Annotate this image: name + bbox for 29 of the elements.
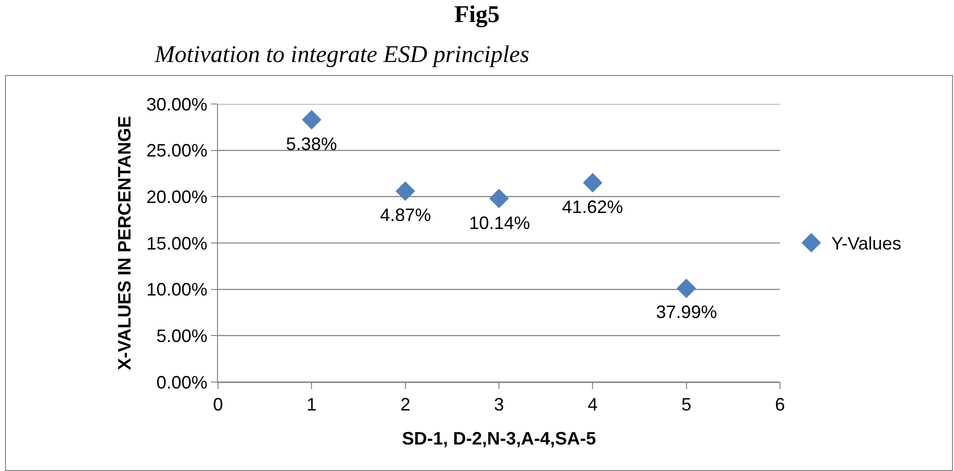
- y-tick-label: 10.00%: [146, 280, 208, 300]
- y-tick-label: 30.00%: [146, 94, 208, 114]
- y-axis-title: X-VALUES IN PERCENTANGE: [114, 116, 135, 370]
- y-tick-label: 20.00%: [146, 186, 208, 207]
- y-tick-label: 0.00%: [156, 372, 208, 392]
- point: [676, 278, 696, 298]
- y-tick-label: 25.00%: [146, 140, 208, 161]
- x-tick-label: 3: [494, 394, 504, 415]
- x-tick-label: 5: [681, 394, 692, 415]
- x-tick-label: 0: [212, 394, 224, 415]
- legend-label: Y-Values: [831, 234, 902, 254]
- point: [582, 173, 602, 193]
- y-tick-label: 15.00%: [146, 233, 208, 254]
- annotation: 10.14%: [469, 213, 530, 233]
- chart-subtitle: Motivation to integrate ESD principles: [154, 42, 530, 69]
- point: [489, 188, 509, 208]
- x-tick-label: 6: [774, 394, 786, 415]
- annotation: 4.87%: [380, 205, 432, 225]
- y-tick-label: 5.00%: [156, 326, 208, 346]
- chart-title: Fig5: [453, 2, 501, 29]
- x-tick-label: 1: [306, 394, 317, 415]
- annotation: 41.62%: [562, 197, 624, 217]
- point: [396, 181, 416, 201]
- point: [302, 110, 322, 130]
- x-tick-label: 4: [588, 394, 598, 415]
- annotation: 5.38%: [286, 134, 338, 154]
- x-tick-label: 2: [400, 394, 410, 415]
- x-axis-title: SD-1, D-2,N-3,A-4,SA-5: [402, 428, 596, 449]
- annotation: 37.99%: [656, 302, 718, 322]
